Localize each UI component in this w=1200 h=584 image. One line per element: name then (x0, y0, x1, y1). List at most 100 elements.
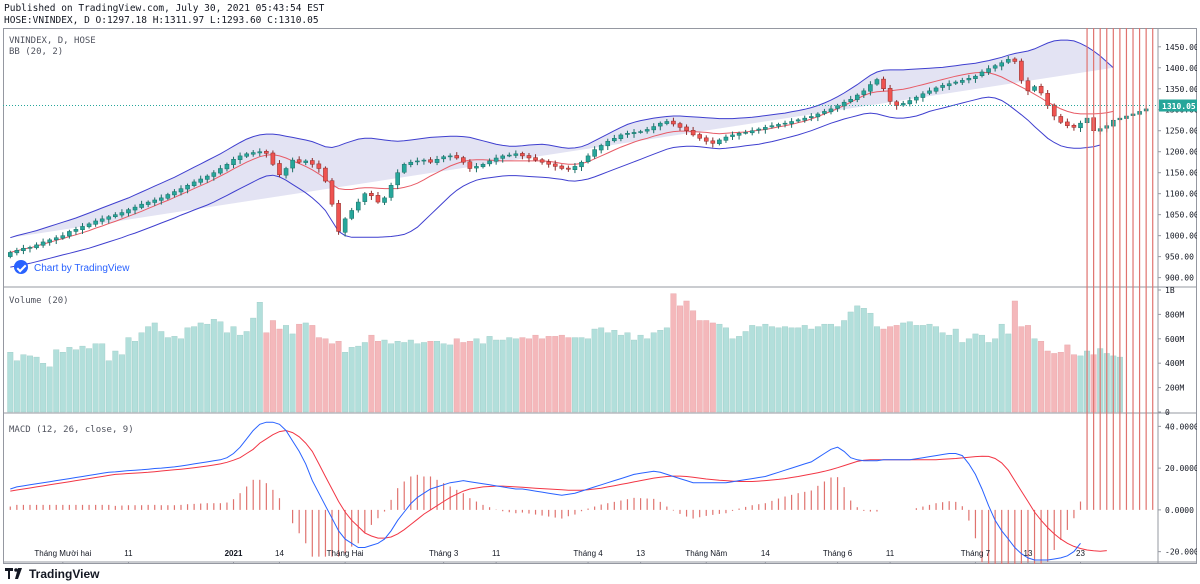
candle-body (264, 151, 269, 154)
candle (868, 81, 873, 96)
volume-bar (624, 332, 631, 413)
candle-body (612, 138, 617, 142)
volume-bar (657, 330, 664, 413)
candle (159, 194, 164, 205)
tradingview-logo-icon (5, 568, 22, 579)
volume-bar (611, 330, 618, 413)
candle (47, 238, 52, 246)
candle-body (789, 121, 794, 124)
candle (474, 163, 479, 173)
candle (257, 148, 263, 157)
volume-bar (499, 339, 506, 413)
last-price-label: 1310.05 (1162, 102, 1196, 111)
volume-bar (526, 338, 532, 413)
candle (1025, 77, 1031, 96)
candle (211, 170, 217, 181)
footer-brand[interactable]: TradingView (5, 567, 99, 581)
time-tick-label: Tháng 6 (823, 549, 853, 558)
volume-bar (742, 331, 749, 413)
volume-bar (237, 334, 244, 413)
candle-body (145, 201, 151, 205)
candle (34, 242, 39, 250)
candle-body (999, 62, 1004, 67)
candle-body (395, 172, 400, 186)
candle-body (973, 75, 978, 79)
candle-body (658, 122, 663, 127)
candle (703, 135, 709, 145)
volume-axis-tick-label: 1B (1165, 286, 1175, 295)
candle-body (191, 181, 197, 186)
chart-watermark[interactable]: Chart by TradingView (14, 260, 129, 274)
candle-body (749, 130, 755, 134)
candle-body (1065, 121, 1070, 126)
candle (946, 80, 952, 91)
candle-body (382, 197, 387, 203)
candle-body (776, 124, 781, 127)
volume-bar (801, 325, 808, 413)
volume-bar (466, 341, 473, 413)
volume-bar (565, 337, 572, 413)
candle (1038, 83, 1044, 96)
volume-bar (736, 336, 743, 413)
candle (927, 87, 932, 96)
candle (428, 157, 433, 164)
volume-bar (821, 323, 828, 413)
published-line: Published on TradingView.com, July 30, 2… (4, 3, 325, 14)
volume-bar (250, 317, 257, 413)
volume-bar (342, 352, 349, 413)
candle-body (592, 149, 597, 157)
volume-bar (20, 354, 27, 413)
candle (631, 129, 637, 138)
candle (914, 95, 919, 104)
candle (802, 115, 808, 123)
volume-bar (545, 336, 552, 413)
candle-body (703, 137, 709, 142)
candle-body (250, 152, 256, 155)
candle-body (966, 78, 972, 81)
candle-body (277, 163, 282, 176)
volume-bar (696, 320, 703, 413)
volume-bar (145, 326, 152, 413)
candle-body (841, 101, 847, 107)
volume-bar (171, 336, 178, 413)
candle-body (638, 131, 643, 133)
volume-bar (105, 360, 112, 413)
volume-bar (1070, 354, 1077, 413)
volume-bar (795, 327, 802, 413)
volume-bar (460, 342, 467, 413)
volume-bar (873, 326, 880, 413)
candle (585, 153, 591, 164)
volume-bar (99, 343, 106, 413)
volume-bar (243, 331, 250, 413)
candle (769, 122, 775, 129)
candle-body (152, 199, 158, 203)
volume-bar (998, 323, 1005, 413)
volume-bar (355, 345, 362, 413)
candle-body (625, 132, 630, 135)
candle-body (441, 156, 446, 160)
candle-body (940, 85, 945, 88)
candle (809, 113, 814, 122)
volume-bar (79, 345, 86, 413)
candle-body (769, 125, 775, 128)
volume-bar (880, 328, 887, 413)
candle (782, 120, 788, 128)
volume-bar (906, 321, 913, 413)
chart-svg[interactable]: 1450.001400.001350.001300.001250.001200.… (3, 28, 1197, 564)
volume-bar (1011, 300, 1018, 413)
volume-bar (1031, 338, 1038, 413)
candle (447, 153, 453, 161)
macd-axis-tick-label: 20.0000 (1165, 464, 1197, 473)
candle (559, 164, 565, 171)
candle (375, 191, 381, 204)
candle (467, 159, 473, 172)
candle-body (986, 68, 991, 73)
volume-bar (755, 326, 762, 413)
volume-bar (381, 339, 388, 413)
candle (310, 158, 315, 168)
candle-body (992, 65, 998, 69)
volume-bar (965, 338, 972, 413)
volume-bar (972, 333, 979, 413)
candle-body (933, 87, 939, 92)
candle (231, 156, 236, 169)
